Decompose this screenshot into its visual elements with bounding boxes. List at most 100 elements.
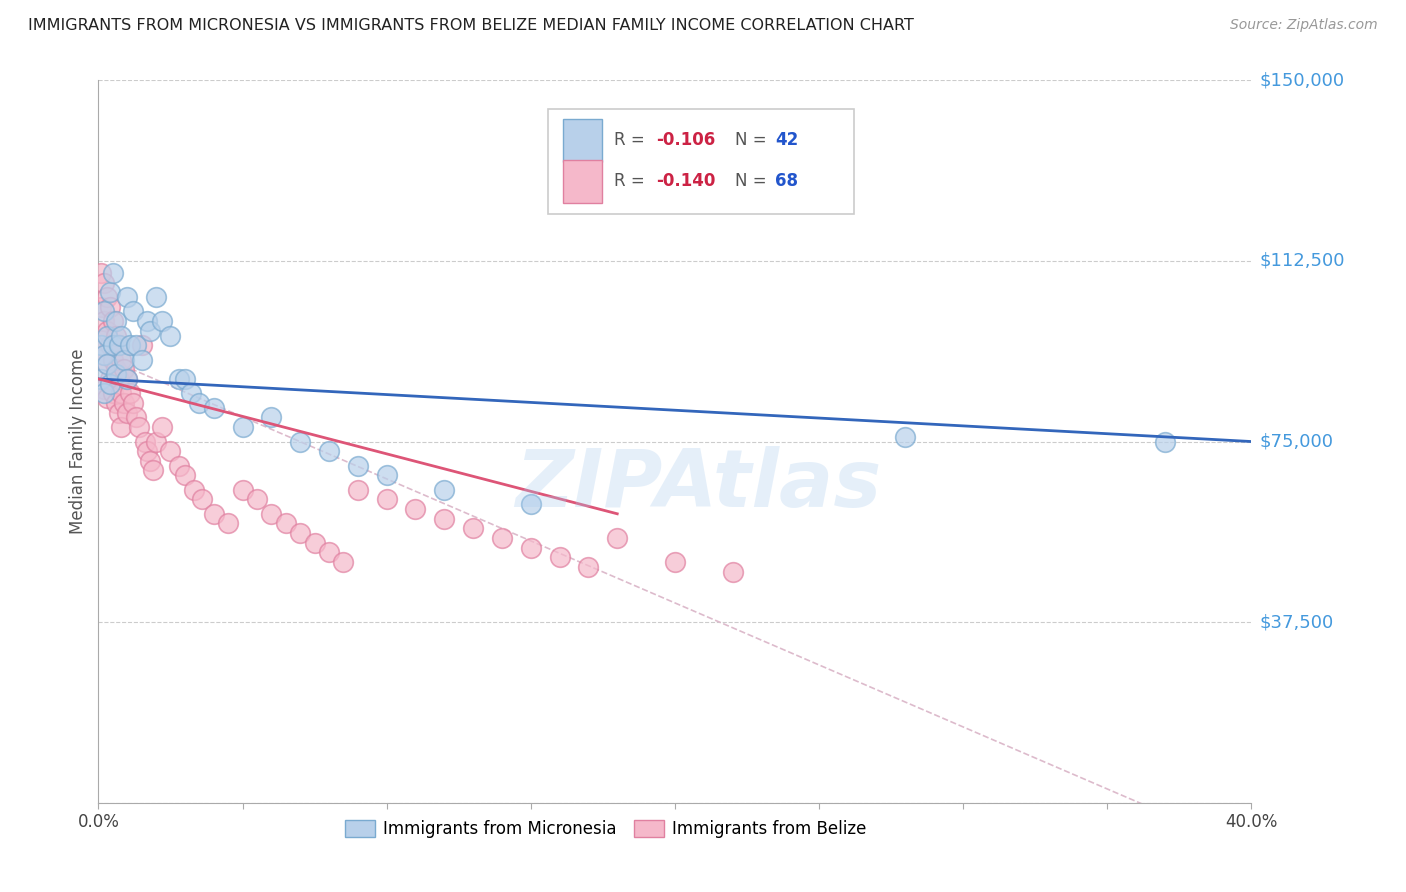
Point xyxy=(90,334,112,348)
Point xyxy=(578,559,600,574)
Point xyxy=(101,352,124,367)
Point xyxy=(520,541,543,555)
Point xyxy=(120,338,142,352)
Point xyxy=(217,516,239,531)
Point xyxy=(894,430,917,444)
Point xyxy=(90,372,112,386)
Point xyxy=(461,521,484,535)
Point xyxy=(96,358,118,372)
Point xyxy=(117,372,139,386)
Point xyxy=(125,338,148,352)
Point xyxy=(274,516,297,531)
Point xyxy=(104,328,127,343)
Point xyxy=(1154,434,1177,449)
Text: $112,500: $112,500 xyxy=(1260,252,1346,270)
Text: $150,000: $150,000 xyxy=(1260,71,1346,89)
Point xyxy=(142,463,165,477)
Point xyxy=(98,338,121,352)
Point xyxy=(98,285,121,300)
Point xyxy=(101,386,124,401)
Point xyxy=(145,434,167,449)
Point xyxy=(150,314,173,328)
Point xyxy=(117,290,139,304)
Point xyxy=(167,372,190,386)
Point xyxy=(110,420,132,434)
Point xyxy=(117,406,139,420)
Point xyxy=(318,444,340,458)
Point xyxy=(304,535,326,549)
Point xyxy=(139,454,162,468)
Point xyxy=(122,396,145,410)
Point xyxy=(174,468,197,483)
Text: R =: R = xyxy=(614,172,650,190)
Point xyxy=(491,531,513,545)
Point xyxy=(104,396,127,410)
Point xyxy=(183,483,205,497)
Point xyxy=(375,468,398,483)
Text: N =: N = xyxy=(735,172,772,190)
Point xyxy=(134,434,156,449)
Text: -0.106: -0.106 xyxy=(657,131,716,149)
Point xyxy=(433,511,456,525)
Point xyxy=(150,420,173,434)
Point xyxy=(117,372,139,386)
Point xyxy=(101,338,124,352)
Point xyxy=(101,266,124,280)
Point xyxy=(107,338,129,352)
Point xyxy=(332,555,354,569)
Point xyxy=(128,420,150,434)
Point xyxy=(93,314,115,328)
Legend: Immigrants from Micronesia, Immigrants from Belize: Immigrants from Micronesia, Immigrants f… xyxy=(339,814,873,845)
Point xyxy=(90,266,112,280)
Point xyxy=(346,483,368,497)
Point xyxy=(721,565,744,579)
Point xyxy=(101,314,124,328)
Point xyxy=(93,304,115,318)
Point xyxy=(136,314,159,328)
Point xyxy=(98,372,121,386)
Point xyxy=(112,352,135,367)
Text: -0.140: -0.140 xyxy=(657,172,716,190)
Point xyxy=(405,502,427,516)
Point xyxy=(520,497,543,511)
FancyBboxPatch shape xyxy=(548,109,853,214)
Text: ZIPAtlas: ZIPAtlas xyxy=(515,446,882,524)
Point xyxy=(180,386,202,401)
Point xyxy=(112,396,135,410)
Point xyxy=(246,492,269,507)
Point xyxy=(346,458,368,473)
Point xyxy=(131,352,153,367)
Point xyxy=(202,507,225,521)
Point xyxy=(104,367,127,381)
Point xyxy=(104,362,127,376)
Point xyxy=(93,348,115,362)
Point xyxy=(375,492,398,507)
Text: R =: R = xyxy=(614,131,650,149)
Point xyxy=(110,386,132,401)
Point xyxy=(231,483,254,497)
Point xyxy=(107,406,129,420)
Point xyxy=(318,545,340,559)
FancyBboxPatch shape xyxy=(562,161,602,202)
Point xyxy=(159,328,181,343)
Point xyxy=(93,276,115,290)
Point xyxy=(290,526,312,541)
Point xyxy=(433,483,456,497)
Point xyxy=(290,434,312,449)
Point xyxy=(98,300,121,314)
Text: N =: N = xyxy=(735,131,772,149)
Text: $37,500: $37,500 xyxy=(1260,613,1334,632)
Point xyxy=(145,290,167,304)
FancyBboxPatch shape xyxy=(562,119,602,161)
Point xyxy=(110,352,132,367)
Point xyxy=(96,324,118,338)
Point xyxy=(112,362,135,376)
Text: 42: 42 xyxy=(775,131,799,149)
Y-axis label: Median Family Income: Median Family Income xyxy=(69,349,87,534)
Point xyxy=(159,444,181,458)
Point xyxy=(110,328,132,343)
Point xyxy=(606,531,628,545)
Point xyxy=(125,410,148,425)
Point xyxy=(260,507,283,521)
Point xyxy=(93,348,115,362)
